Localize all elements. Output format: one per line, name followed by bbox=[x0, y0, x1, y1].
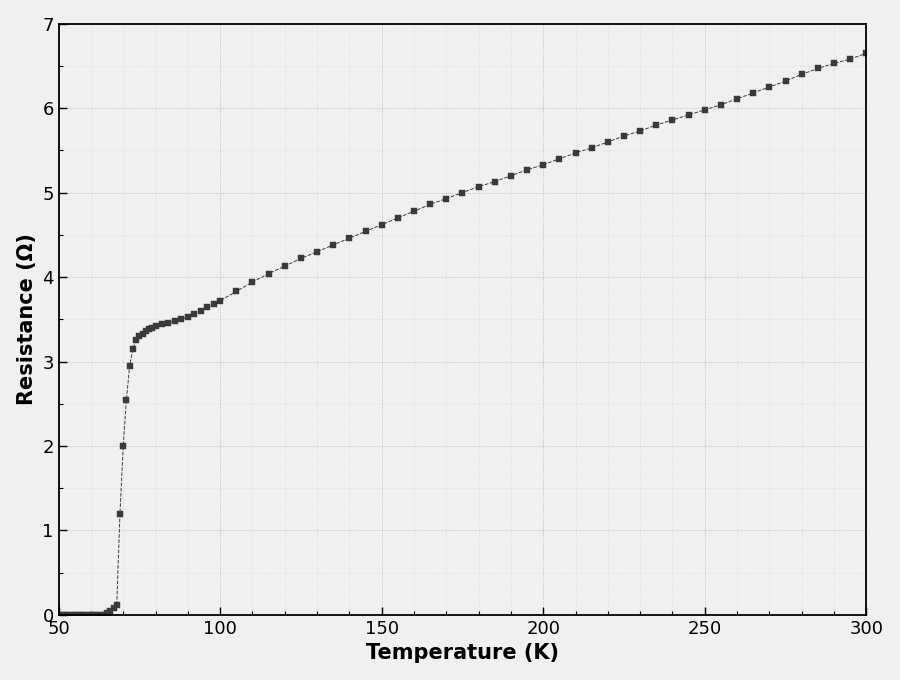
X-axis label: Temperature (K): Temperature (K) bbox=[366, 643, 559, 663]
Y-axis label: Resistance (Ω): Resistance (Ω) bbox=[17, 233, 37, 405]
